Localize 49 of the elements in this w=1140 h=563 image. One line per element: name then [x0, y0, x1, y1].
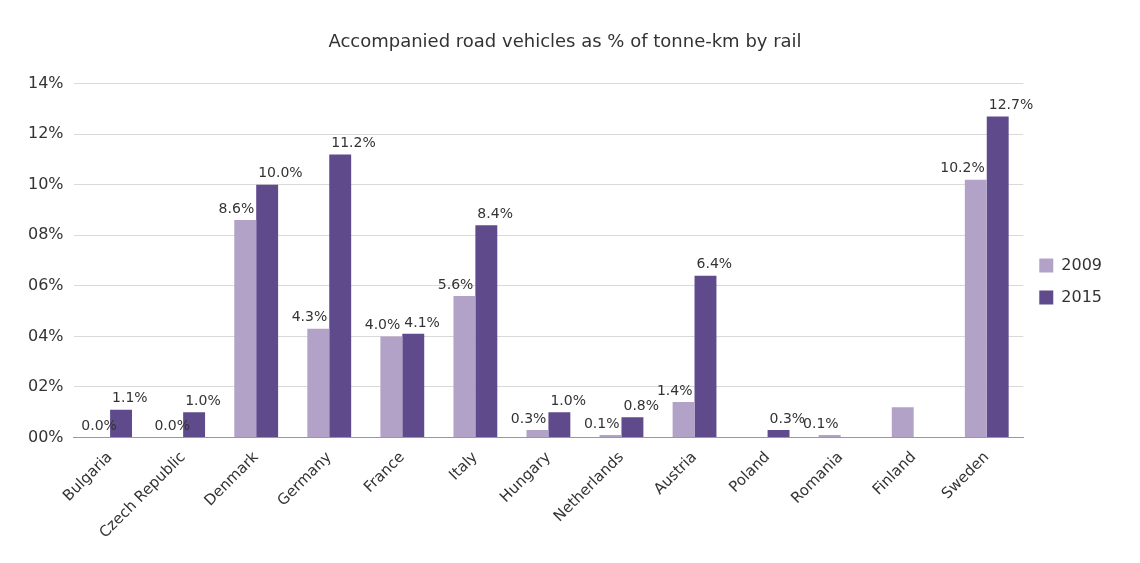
data-label: 0.8% [623, 396, 660, 413]
data-label: 0.1% [803, 414, 839, 431]
bar [986, 116, 1009, 438]
bar [329, 154, 352, 438]
bar [891, 407, 914, 438]
data-label: 1.1% [112, 389, 148, 406]
legend-label: 2015 [1061, 286, 1102, 306]
data-label: 4.3% [291, 308, 328, 325]
y-tick-label: 10% [28, 173, 64, 193]
y-tick-label: 12% [28, 123, 64, 143]
bar [672, 402, 695, 438]
data-label: 6.4% [696, 255, 733, 272]
y-tick-label: 00% [28, 426, 64, 446]
data-label: 8.4% [477, 204, 513, 221]
bar [234, 220, 257, 438]
data-label: 11.2% [331, 134, 376, 151]
data-label: 1.0% [185, 391, 221, 408]
data-label: 0.3% [510, 409, 547, 426]
bar [307, 328, 330, 438]
bar [526, 429, 549, 438]
chart-title: Accompanied road vehicles as % of tonne-km by rail [328, 30, 802, 52]
bar [402, 333, 425, 438]
bar [818, 434, 841, 438]
bar [767, 429, 790, 438]
data-label: 12.7% [988, 96, 1034, 113]
bar [475, 225, 498, 438]
data-label: 10.0% [258, 164, 303, 181]
bar [256, 184, 279, 438]
bar [548, 412, 571, 438]
data-label: 5.6% [437, 275, 474, 292]
legend-label: 2009 [1061, 254, 1102, 274]
bar [599, 434, 622, 438]
data-label: 0.1% [583, 414, 620, 431]
bar [694, 275, 717, 438]
bar [380, 336, 403, 438]
bar [621, 417, 644, 438]
data-label: 1.4% [656, 381, 693, 398]
y-tick-label: 14% [28, 72, 64, 92]
data-label: 8.6% [218, 199, 255, 216]
y-tick-label: 06% [28, 274, 64, 294]
data-label: 10.2% [940, 159, 985, 176]
y-tick-label: 08% [28, 224, 64, 244]
bar [964, 179, 987, 438]
data-label: 1.0% [550, 391, 586, 408]
data-label: 4.0% [364, 316, 401, 333]
data-label: 4.1% [404, 313, 440, 330]
bar [453, 295, 476, 438]
y-tick-label: 04% [28, 325, 64, 345]
y-tick-label: 02% [28, 376, 64, 396]
